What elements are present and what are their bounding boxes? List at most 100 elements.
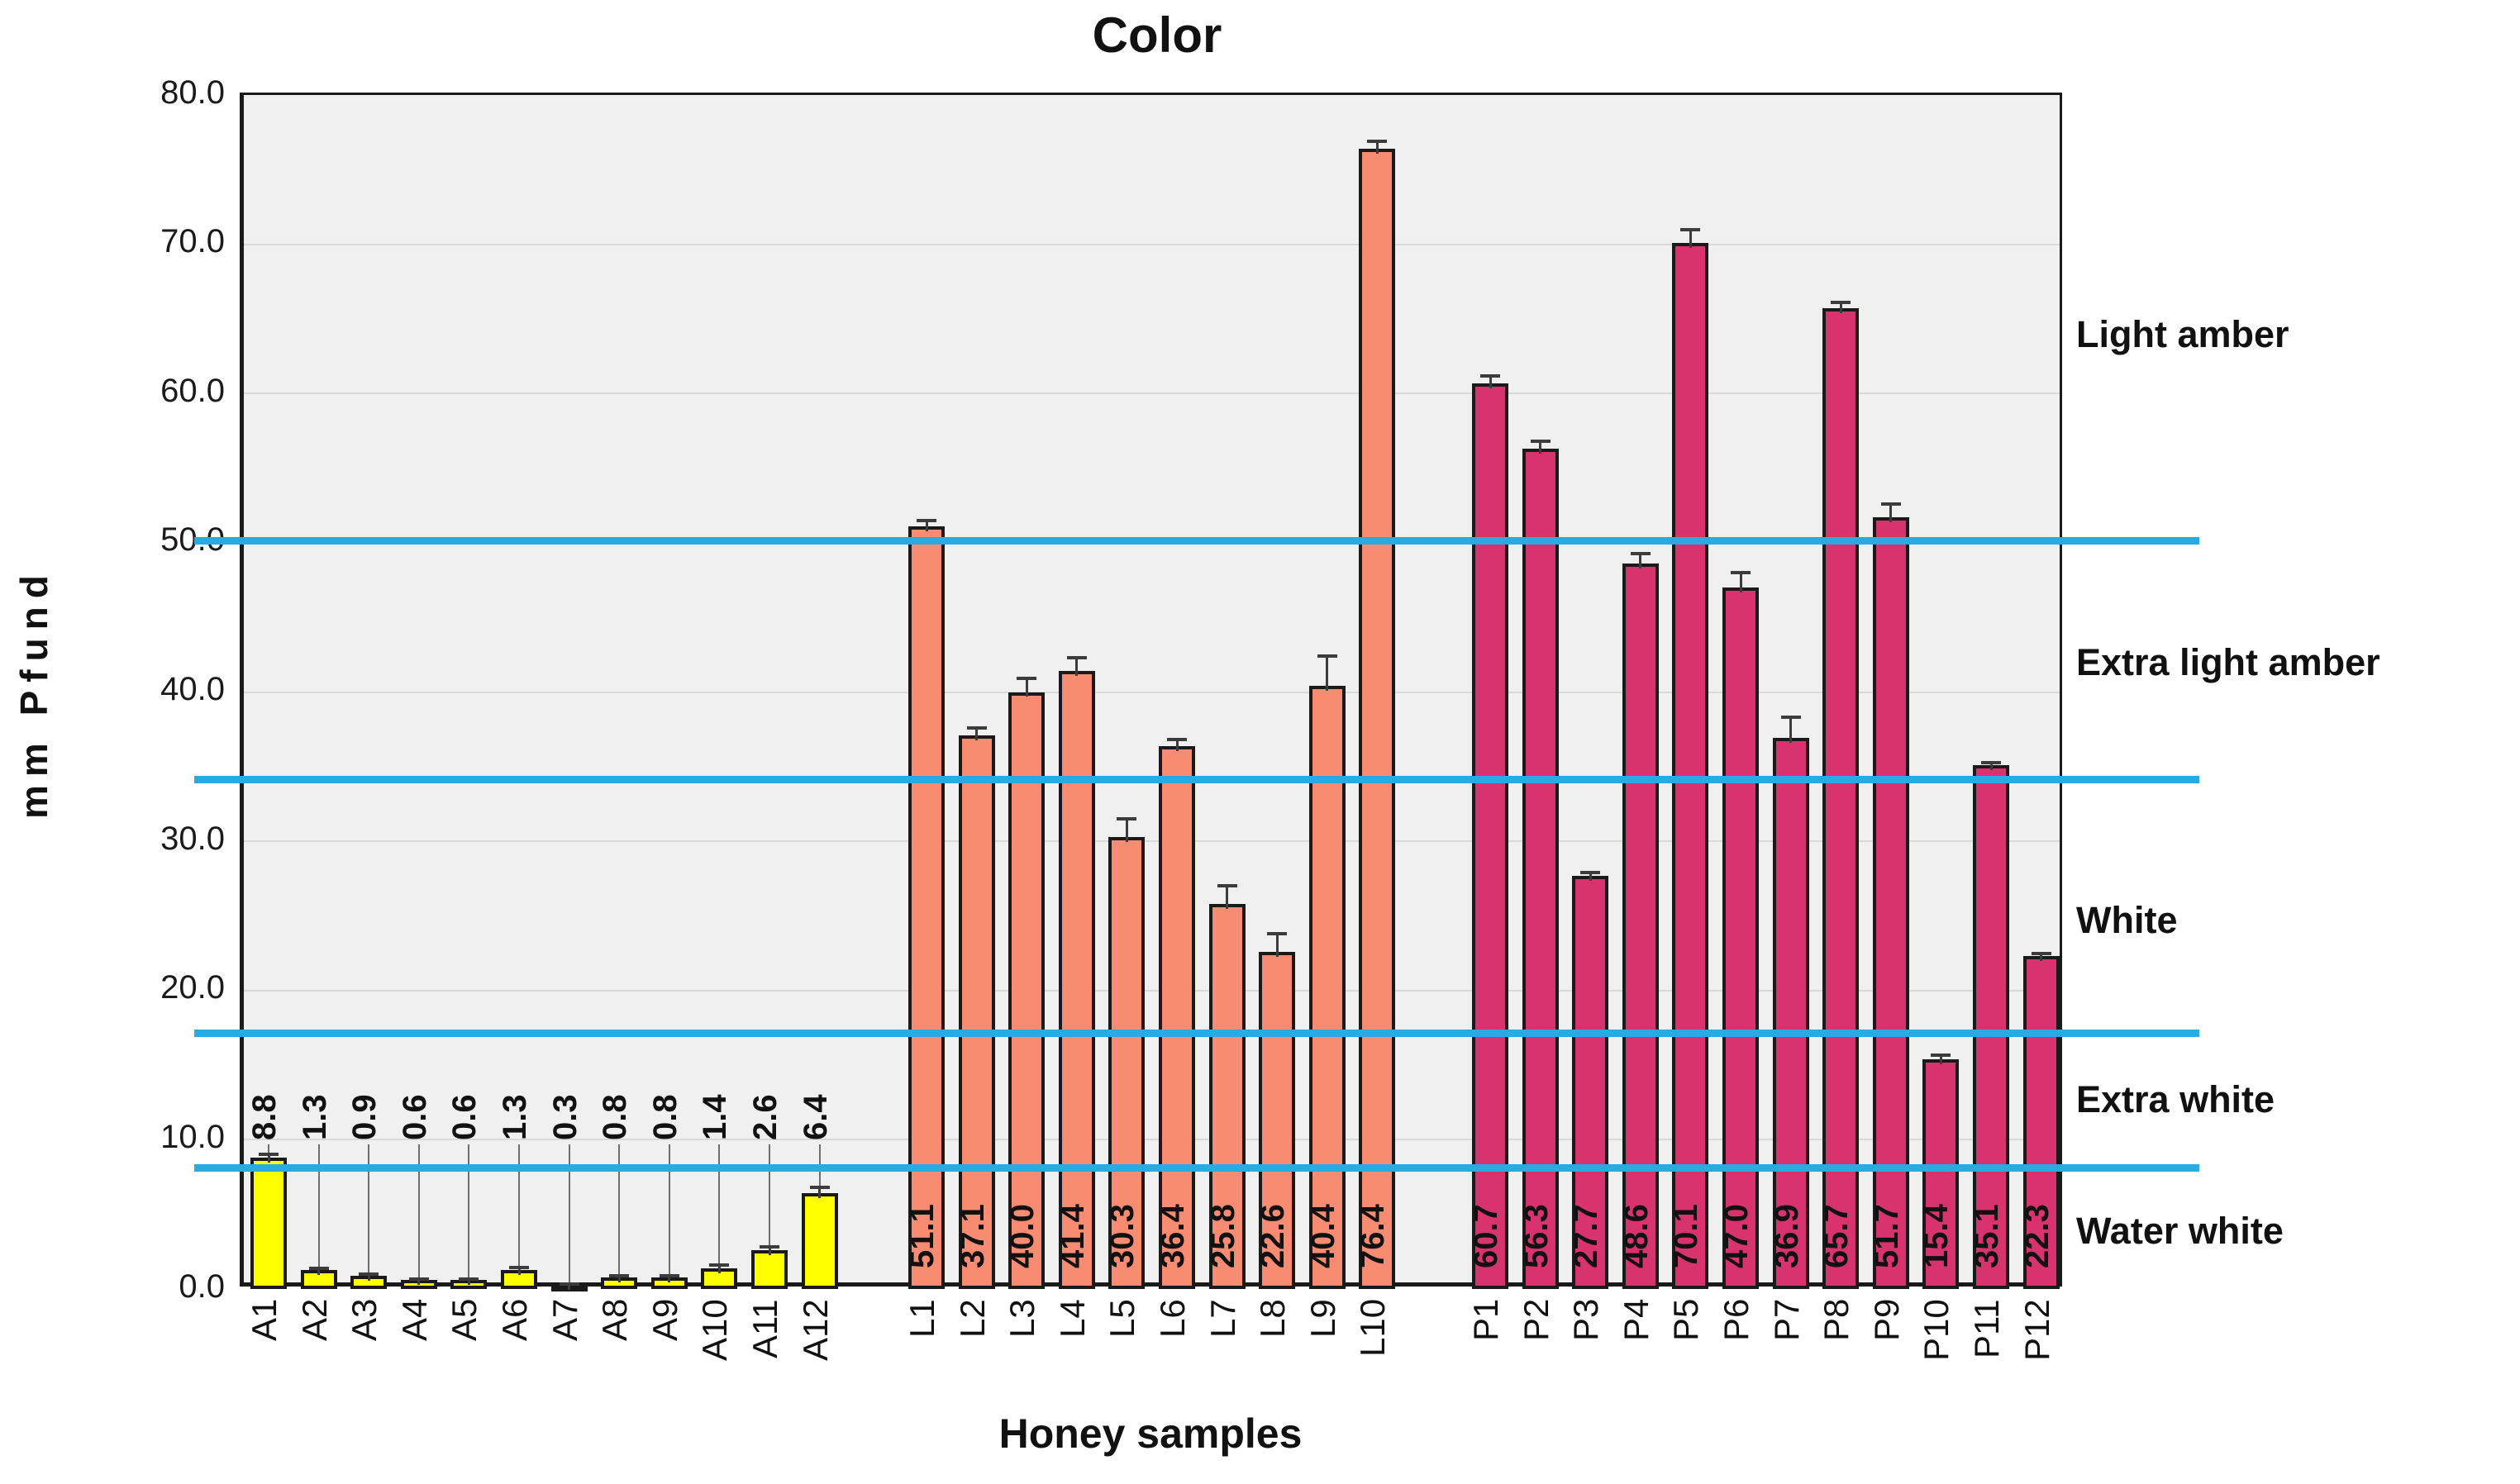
x-tick-label-P2: P2 [1516,1298,1555,1341]
pfund-boundary-line-8 [194,1163,2199,1172]
bar-A1 [250,1158,287,1289]
gridline-30 [244,840,2060,843]
bar-A12 [801,1193,838,1289]
error-bar-stem-L3 [1025,678,1028,697]
x-tick-label-A3: A3 [345,1298,384,1341]
y-tick-label-60.0: 60.0 [160,372,225,409]
pfund-boundary-line-34 [194,775,2199,783]
error-bar-cap-P4 [1630,551,1651,555]
error-bar-cap-L4 [1066,655,1087,659]
error-bar-cap-P10 [1931,1054,1951,1058]
y-tick-label-20.0: 20.0 [160,969,225,1006]
error-bar-stem-A5 [467,1278,470,1286]
label-leader-line-A3 [368,1144,370,1276]
x-tick-label-P7: P7 [1766,1298,1806,1341]
gridline-20 [244,989,2060,992]
pfund-boundary-line-17 [194,1029,2199,1037]
error-bar-cap-A3 [359,1272,379,1276]
error-bar-cap-P5 [1680,227,1701,231]
value-label-A8: 0.8 [597,1094,634,1140]
error-bar-cap-P9 [1880,502,1901,506]
x-tick-label-P6: P6 [1717,1298,1755,1341]
error-bar-stem-A8 [617,1275,621,1282]
error-bar-cap-P1 [1480,373,1500,378]
error-bar-stem-A3 [367,1273,370,1281]
error-bar-cap-A6 [509,1266,529,1270]
y-tick-label-70.0: 70.0 [160,223,225,260]
value-label-P5: 70.1 [1668,1204,1705,1268]
x-tick-label-P8: P8 [1817,1298,1856,1341]
error-bar-stem-L10 [1375,140,1379,155]
x-tick-label-P5: P5 [1666,1298,1706,1341]
x-tick-label-A7: A7 [545,1298,584,1341]
pfund-class-label-3: Extra white [2076,1078,2275,1121]
label-leader-line-A10 [718,1144,721,1268]
error-bar-stem-P12 [2040,954,2043,962]
value-label-P9: 51.7 [1868,1204,1905,1268]
gridline-60 [244,392,2060,395]
error-bar-cap-L2 [966,725,987,730]
label-leader-line-A6 [518,1144,520,1270]
value-label-L6: 36.4 [1155,1204,1191,1268]
bar-L1 [908,526,945,1289]
error-bar-stem-L1 [925,520,928,531]
x-tick-label-A12: A12 [795,1299,835,1361]
x-tick-label-L3: L3 [1003,1299,1042,1338]
error-bar-stem-P3 [1589,873,1592,881]
error-bar-cap-L6 [1167,738,1187,742]
bar-P8 [1822,308,1860,1289]
x-tick-label-L5: L5 [1103,1299,1142,1338]
error-bar-cap-A12 [809,1186,830,1190]
error-bar-stem-A4 [417,1278,421,1286]
error-bar-cap-A10 [709,1263,730,1268]
x-tick-label-L2: L2 [952,1299,992,1338]
error-bar-cap-L10 [1367,139,1388,143]
error-bar-stem-P10 [1939,1055,1942,1064]
value-label-P6: 47.0 [1718,1204,1755,1268]
bar-P9 [1872,517,1909,1289]
bar-P2 [1522,449,1559,1289]
gridline-70 [244,243,2060,245]
bar-P4 [1622,564,1659,1289]
error-bar-stem-A1 [267,1153,270,1163]
value-label-P8: 65.7 [1818,1204,1855,1268]
value-label-L10: 76.4 [1355,1204,1392,1268]
x-tick-label-P11: P11 [1967,1299,2006,1358]
error-bar-stem-L8 [1275,934,1279,957]
error-bar-stem-P7 [1789,717,1793,744]
error-bar-cap-A5 [459,1277,479,1281]
bar-L2 [958,735,995,1289]
x-tick-label-A2: A2 [294,1298,334,1341]
value-label-A9: 0.8 [646,1094,684,1140]
label-leader-line-A1 [268,1144,269,1158]
bar-L7 [1208,903,1246,1289]
bar-P11 [1973,765,2009,1289]
value-label-L2: 37.1 [954,1204,991,1268]
x-tick-label-P12: P12 [2017,1299,2056,1361]
x-tick-label-A4: A4 [394,1298,434,1341]
error-bar-stem-P2 [1539,441,1542,454]
value-label-A1: 8.8 [246,1094,283,1140]
value-label-A7: 0.3 [546,1094,584,1140]
bar-P1 [1472,383,1508,1289]
x-tick-label-P9: P9 [1866,1298,1906,1341]
x-tick-label-L8: L8 [1253,1299,1293,1338]
bar-L5 [1108,836,1146,1289]
label-leader-line-A11 [769,1144,770,1251]
error-bar-cap-L7 [1217,884,1237,888]
value-label-L3: 40.0 [1004,1204,1041,1268]
value-label-L8: 22.6 [1255,1204,1292,1268]
error-bar-stem-P5 [1689,229,1692,248]
error-bar-stem-A6 [517,1268,521,1275]
error-bar-cap-P6 [1731,571,1751,574]
x-tick-label-L10: L10 [1353,1298,1393,1357]
bar-P5 [1672,242,1709,1289]
x-tick-label-A10: A10 [695,1299,735,1361]
error-bar-cap-A11 [760,1244,779,1249]
label-leader-line-A2 [317,1144,320,1270]
gridline-40 [244,691,2060,693]
error-bar-cap-P7 [1780,716,1801,720]
value-label-A10: 1.4 [697,1094,734,1140]
error-bar-stem-P8 [1839,302,1842,314]
value-label-A3: 0.9 [346,1094,383,1140]
